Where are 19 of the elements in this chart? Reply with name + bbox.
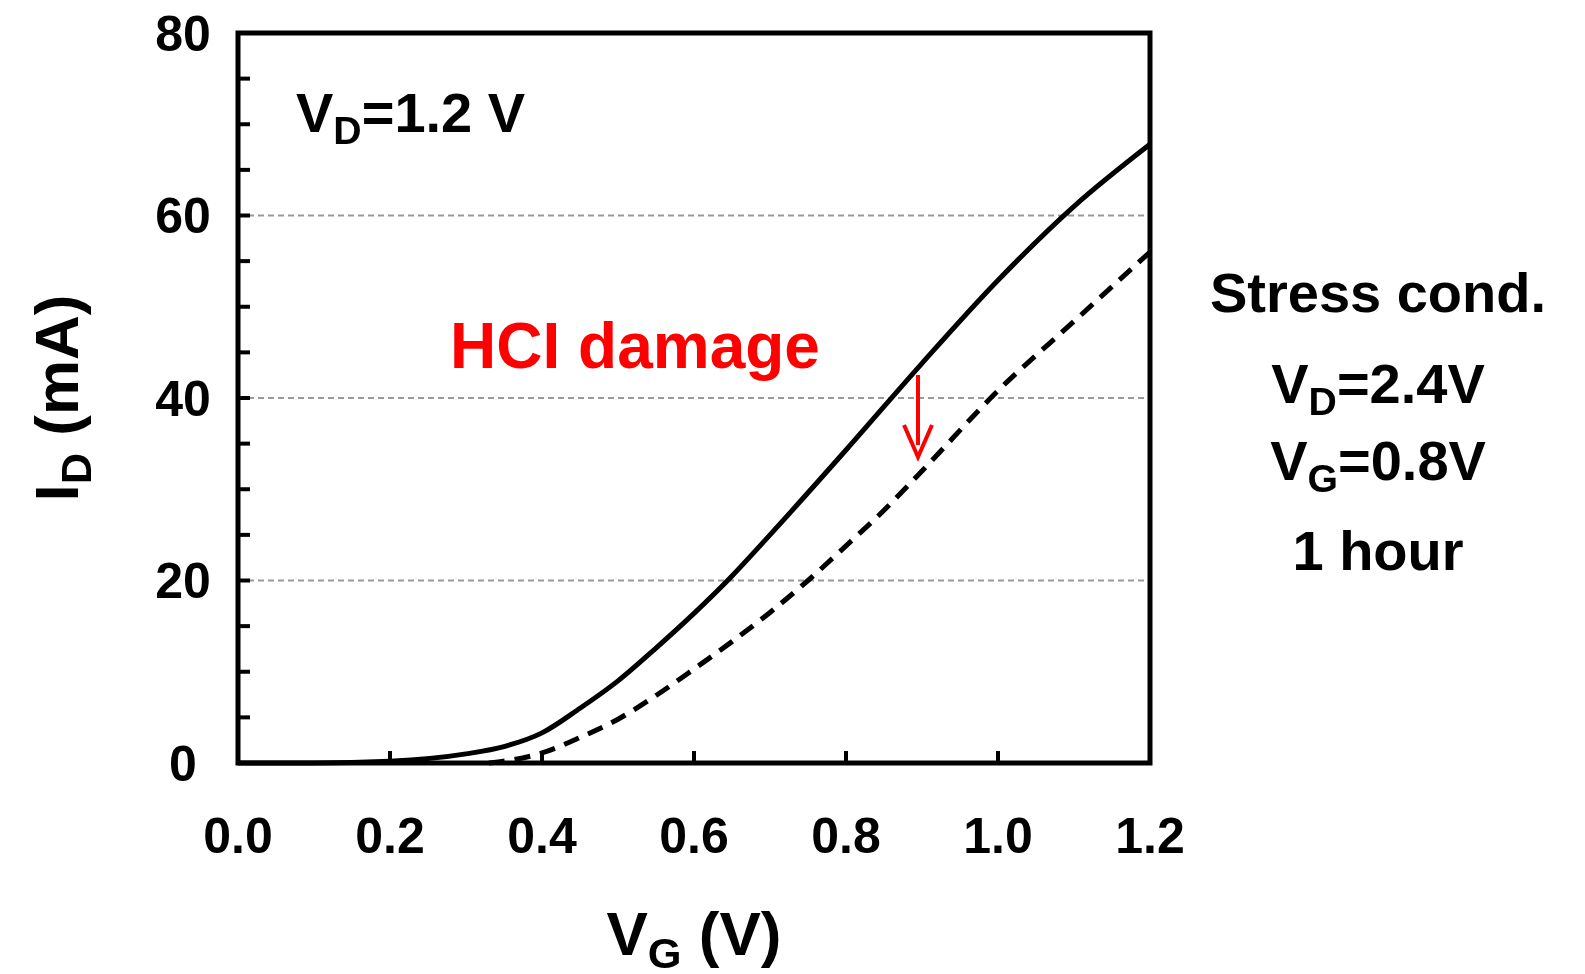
y-tick-label: 20 [155,553,211,609]
text: Stress cond. [1209,261,1547,324]
x-axis-title: V$_{G}$ (V) [606,899,782,974]
y-tick-label: 0 [169,735,197,792]
x-tick-label: 0.2 [355,808,425,864]
x-tick-label: 0.0 [203,808,273,864]
y-tick-label: 80 [155,5,211,62]
annotation: V$_{D}$=1.2 V [296,81,526,152]
x-tick-label: 1.2 [1115,808,1185,864]
x-tick-label: 1.0 [963,808,1033,864]
y-tick-label: 60 [155,188,211,244]
y-tick-label: 40 [155,370,211,427]
x-tick-label: 0.8 [811,808,881,864]
text: 1 hour [1292,519,1464,582]
text: V$_{G}$=0.8V [1270,429,1486,500]
annotation: HCI damage [450,310,820,382]
x-tick-label: 0.4 [507,808,577,864]
x-tick-label: 0.6 [659,808,729,864]
text: V$_{D}$=2.4V [1271,352,1485,423]
